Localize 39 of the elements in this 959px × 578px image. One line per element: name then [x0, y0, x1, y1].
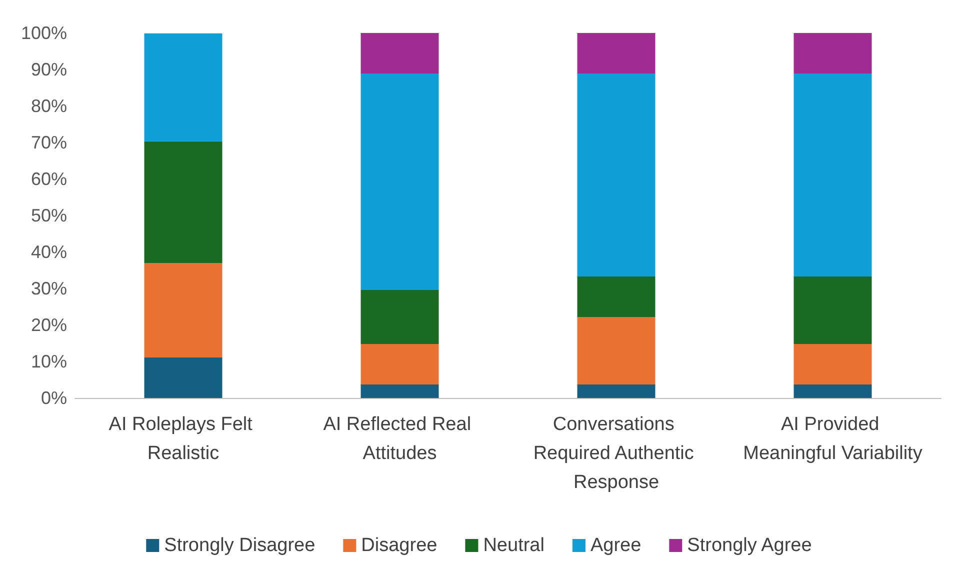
y-tick-label: 90% — [30, 60, 67, 80]
bar — [360, 344, 439, 384]
x-tick-label: AI Roleplays Felt Realistic — [108, 414, 258, 464]
y-tick-label: 0% — [40, 388, 67, 408]
legend-label: Strongly Disagree — [164, 535, 316, 556]
bar — [144, 33, 222, 142]
bar — [794, 74, 872, 276]
legend-label: Disagree — [361, 535, 438, 556]
legend-label: Strongly Agree — [687, 535, 812, 556]
bar — [577, 384, 656, 398]
y-tick-label: 100% — [20, 23, 67, 43]
bar — [144, 262, 222, 358]
y-tick-label: 30% — [30, 278, 67, 298]
bar — [144, 141, 222, 263]
y-tick-label: 50% — [30, 206, 67, 226]
y-tick-label: 10% — [30, 352, 67, 372]
bar — [360, 33, 439, 74]
bar — [794, 33, 872, 74]
bar — [577, 276, 656, 317]
bar — [794, 384, 872, 398]
bar — [794, 276, 872, 344]
y-tick-label: 20% — [30, 315, 67, 335]
bar — [144, 357, 222, 398]
bar — [360, 290, 439, 344]
x-tick-label: Conversations Required Authentic Response — [533, 414, 700, 493]
y-tick-label: 70% — [30, 132, 67, 152]
bar — [794, 344, 872, 384]
x-tick-label: AI Provided Meaningful Variability — [743, 414, 923, 464]
x-tick-label: AI Reflected Real Attitudes — [323, 414, 476, 464]
legend-label: Agree — [590, 535, 642, 556]
bar — [360, 384, 439, 398]
bar — [577, 316, 656, 384]
y-tick-label: 80% — [30, 96, 67, 116]
bar — [360, 74, 439, 290]
y-tick-label: 60% — [30, 169, 67, 189]
bar — [577, 33, 656, 74]
y-tick-label: 40% — [30, 242, 67, 262]
bar — [577, 74, 656, 276]
legend-label: Neutral — [483, 535, 544, 556]
